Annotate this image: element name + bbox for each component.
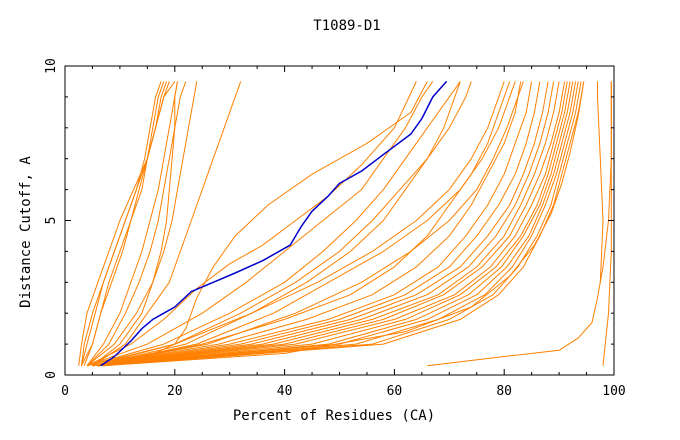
- series-line-2: [81, 81, 176, 366]
- series-line-12: [86, 81, 461, 367]
- series-layer: [78, 80, 612, 367]
- series-line-18: [92, 81, 522, 367]
- tick-layer: 0 20 40 60 80 100 0 5 10: [44, 58, 626, 399]
- series-line-26: [97, 81, 571, 367]
- y-tick-label: 0: [44, 371, 59, 379]
- series-line-11: [86, 81, 434, 367]
- series-line-24: [92, 81, 566, 367]
- series-line-19: [92, 81, 533, 367]
- series-line-34: [92, 81, 524, 367]
- series-line-32: [103, 81, 585, 367]
- series-line-30: [97, 81, 582, 367]
- series-line-1: [78, 81, 168, 366]
- series-line-9: [92, 81, 178, 367]
- plot-frame: [64, 65, 615, 376]
- series-line-28: [97, 81, 577, 367]
- x-tick-label: 0: [61, 384, 69, 399]
- series-line-20: [92, 81, 541, 367]
- chart-title: T1089-D1: [313, 18, 380, 34]
- series-line-22: [92, 81, 555, 367]
- series-line-15: [92, 81, 428, 367]
- series-line-33: [92, 81, 516, 367]
- series-line-27: [97, 81, 574, 367]
- y-tick-label: 10: [44, 58, 59, 74]
- series-line-37: [602, 81, 612, 366]
- series-line-35: [92, 81, 505, 367]
- series-line-5: [83, 81, 170, 366]
- x-axis-label: Percent of Residues (CA): [233, 408, 435, 424]
- series-line-16: [86, 81, 417, 367]
- x-tick-label: 40: [277, 384, 293, 399]
- x-tick-label: 80: [496, 384, 512, 399]
- series-line-23: [92, 81, 560, 367]
- y-tick-label: 5: [44, 217, 59, 225]
- series-line-10: [92, 81, 242, 367]
- series-line-25: [97, 81, 568, 367]
- series-line-38: [597, 81, 604, 283]
- series-line-6: [86, 81, 178, 367]
- series-line-21: [92, 81, 549, 367]
- x-tick-label: 20: [167, 384, 183, 399]
- y-axis-label: Distance Cutoff, A: [18, 156, 34, 308]
- series-line-14: [92, 81, 461, 367]
- series-line-36: [427, 81, 612, 367]
- series-line-8: [86, 81, 198, 367]
- series-line-4: [81, 81, 165, 366]
- series-line-17: [92, 81, 511, 367]
- series-line-3: [81, 81, 162, 366]
- x-tick-label: 100: [602, 384, 625, 399]
- series-line-7: [86, 81, 187, 367]
- highlight-series-line: [100, 80, 448, 367]
- series-line-13: [86, 81, 472, 367]
- x-tick-label: 60: [387, 384, 403, 399]
- series-line-29: [97, 81, 579, 367]
